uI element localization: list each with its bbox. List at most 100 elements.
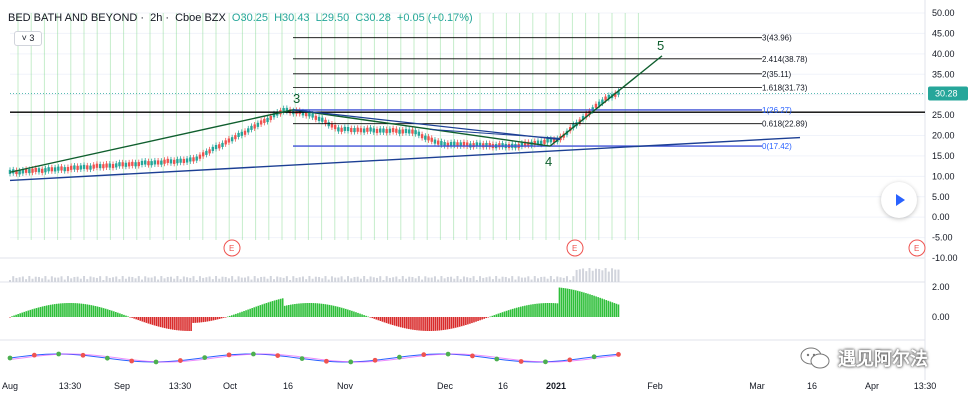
volume-bar [466,277,469,282]
oscillator-dot [543,359,548,365]
oscillator-bar [444,317,447,330]
indicator-toggle-button[interactable]: ˅ 3 [14,31,42,46]
oscillator-bar [228,315,231,317]
oscillator-bar [100,307,103,317]
oscillator-bar [58,303,60,317]
oscillator-bar [37,307,40,317]
candle-body [160,160,163,165]
oscillator-bar [489,316,492,318]
candle-body [150,161,153,166]
volume-bar [347,276,350,282]
volume-bar [86,279,89,282]
oscillator-bar [82,303,85,317]
candle-body [301,111,305,116]
oscillator-dot [56,351,62,357]
volume-bar [47,279,50,282]
oscillator-bar [336,306,339,317]
volume-bar [611,268,614,282]
oscillator-bar [88,304,91,317]
oscillator-bar [180,317,182,331]
interval[interactable]: 2h [150,12,163,24]
oscillator-bar [597,297,599,317]
candle-body [182,158,186,163]
volume-bar [298,277,301,282]
candle-body [366,127,369,132]
candle-body [18,170,21,175]
oscillator-bar [507,310,510,317]
volume-bar [366,279,369,282]
oscillator-bar [385,317,388,324]
oscillator-bar [19,313,21,317]
oscillator-bar [68,303,70,317]
candle-body [614,92,617,97]
oscillator-bar [174,317,176,330]
volume-bar [614,269,617,282]
volume-bar [392,277,395,282]
oscillator-bar [550,303,553,317]
candle-body [417,131,421,136]
volume-bar [250,279,253,282]
x-tick-label: Apr [865,381,879,391]
candle-body [607,94,611,99]
fib-level-label: 0.618(22.89) [762,120,808,129]
candle-body [475,142,479,147]
candle-body [169,159,173,164]
earnings-marker [908,239,926,257]
volume-bar [379,276,382,282]
oscillator-bar [434,317,437,331]
wave-label: 3 [293,91,300,106]
oscillator-bar [184,317,186,331]
oscillator-bar [387,317,390,324]
oscillator-bar [473,317,475,323]
oscillator-bar [172,317,174,330]
candle-body [536,140,540,145]
volume-bar [520,277,523,282]
volume-bar [549,276,552,282]
x-tick-label: 2021 [546,381,566,391]
candle-body [546,138,549,143]
oscillator-bar [302,303,304,317]
oscillator-bar [361,314,363,317]
volume-bar [269,276,272,282]
volume-bar [227,278,230,282]
oscillator-bar [53,304,56,317]
volume-bar [215,276,218,282]
oscillator-bar [167,317,170,329]
volume-bar [411,276,414,282]
volume-bar [253,276,256,282]
oscillator-bar [548,303,551,317]
oscillator-bar [522,306,524,317]
symbol-name[interactable]: BED BATH AND BEYOND [8,12,138,24]
volume-bar [453,278,456,282]
volume-bar [524,277,527,282]
y-tick-label: 0.00 [932,212,950,222]
candle-body [47,167,50,172]
volume-bar [115,276,118,282]
x-tick-label: Feb [647,381,663,391]
volume-bar [25,279,28,282]
oscillator-dot [567,357,573,363]
volume-bar [553,279,556,282]
oscillator-bar [314,303,317,317]
oscillator-bar [344,308,347,317]
play-button[interactable] [881,182,917,218]
oscillator-bar [609,301,612,317]
volume-bar [195,279,198,282]
oscillator-bar [151,317,154,325]
oscillator-bar [513,308,516,317]
candle-body [21,169,25,174]
x-tick-label: 13:30 [169,381,192,391]
oscillator-bar [159,317,162,328]
candle-body [66,166,70,172]
candle-body [256,122,260,127]
oscillator-bar [137,317,140,321]
candle-body [208,149,211,154]
watermark-text: 遇见阿尔法 [838,349,928,369]
volume-bar [437,279,440,282]
candle-body [420,134,424,139]
volume-bar [385,276,388,282]
candle-body [395,128,398,133]
volume-bar [546,278,549,282]
oscillator-bar [587,293,589,317]
